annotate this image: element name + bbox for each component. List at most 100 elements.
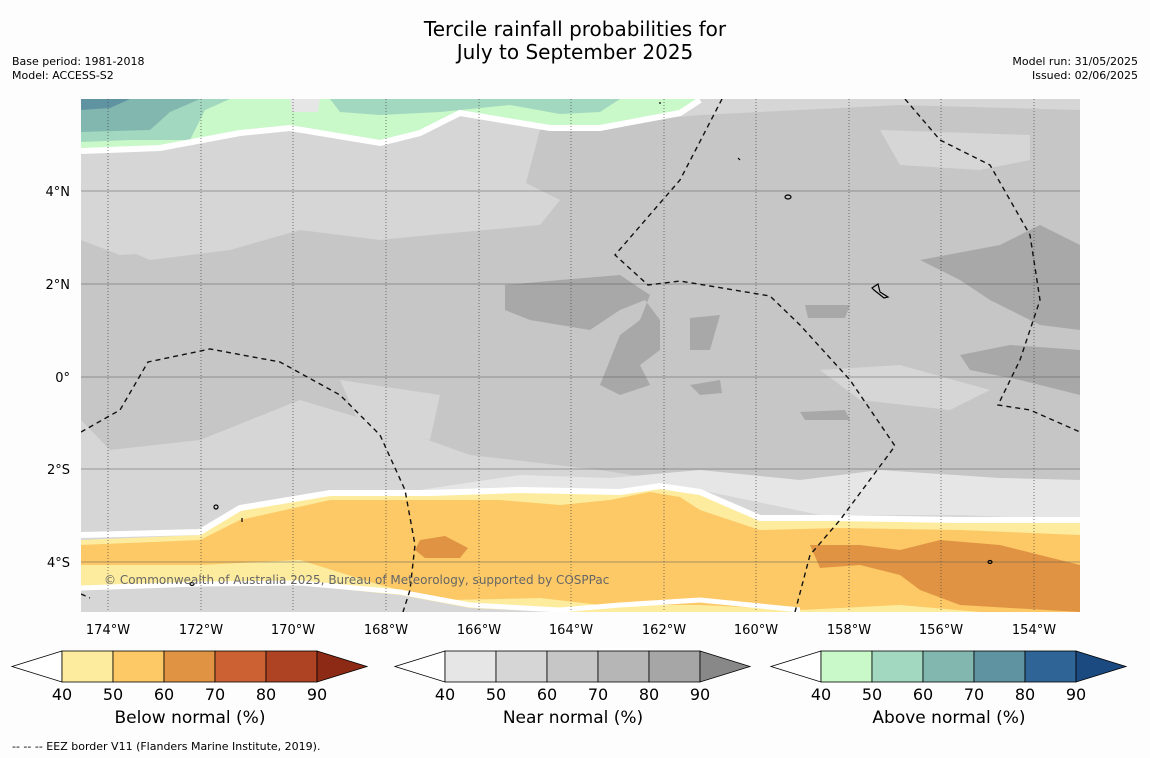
below-normal-50-60-area <box>81 492 1080 612</box>
meta-left: Base period: 1981-2018 Model: ACCESS-S2 <box>12 55 144 83</box>
colorbar-swatch <box>648 650 701 683</box>
colorbar-tick-label: 90 <box>307 685 327 704</box>
latitude-label: 4°N <box>46 185 71 200</box>
colorbar-swatch <box>1024 650 1077 683</box>
latitude-labels: 4°N 2°N 0° 2°S 4°S <box>46 185 71 571</box>
latitude-label: 4°S <box>47 556 70 571</box>
below-normal-60-70-patch-2 <box>810 540 1080 612</box>
below-normal-60-70-patch-1 <box>415 536 468 558</box>
colorbar-swatch <box>214 650 267 683</box>
model-name: Model: ACCESS-S2 <box>12 69 114 82</box>
colorbar-tick-label: 70 <box>588 685 608 704</box>
colorbar-swatch <box>597 650 650 683</box>
near-normal-70-80-patch-1 <box>505 275 660 395</box>
longitude-label: 154°W <box>1012 623 1056 638</box>
near-normal-70-80-patch-3 <box>805 305 850 318</box>
lower-white-boundary <box>81 580 801 612</box>
near-normal-70-80-patch-4 <box>920 225 1080 330</box>
colorbar-tick-label: 40 <box>811 685 831 704</box>
latitude-label: 2°S <box>47 463 70 478</box>
near-normal-light-patch-2 <box>880 130 1030 170</box>
colorbar-tick-label: 80 <box>256 685 276 704</box>
island-2 <box>871 283 890 299</box>
near-normal-70-80-patch-2 <box>690 315 720 350</box>
longitude-label: 164°W <box>549 623 593 638</box>
latitude-label: 2°N <box>46 278 71 293</box>
footer-note: -- -- -- EEZ border V11 (Flanders Marine… <box>12 740 321 753</box>
legend-title-above: Above normal (%) <box>872 708 1026 728</box>
below-normal-boundary <box>81 482 1080 538</box>
above-normal-boundary <box>81 99 702 154</box>
colorbar-low-extend <box>769 650 822 683</box>
longitude-label: 168°W <box>364 623 408 638</box>
near-normal-70-80-patch-7 <box>800 410 850 420</box>
above-normal-50-60-area-2 <box>330 99 620 115</box>
island-6 <box>189 581 195 587</box>
legends: 40 50 60 70 80 90 40 50 60 70 80 90 40 50 60 70 80 90 <box>10 650 1128 704</box>
colorbar-swatch <box>112 650 165 683</box>
colorbar-tick-label: 90 <box>1066 685 1086 704</box>
longitude-label: 170°W <box>271 623 315 638</box>
colorbar-swatch <box>265 650 318 683</box>
colorbar-swatch <box>546 650 599 683</box>
above-normal-70-80-area <box>81 99 130 110</box>
colorbar-tick-label: 40 <box>52 685 72 704</box>
island-8 <box>737 157 741 161</box>
colorbar-high-extend <box>1075 650 1128 683</box>
island-3 <box>213 504 219 510</box>
above-normal-light-patch <box>290 99 320 112</box>
colorbar-swatch <box>973 650 1026 683</box>
colorbar-high-extend <box>699 650 752 683</box>
colorbar-tick-label: 50 <box>486 685 506 704</box>
map-panel: © Commonwealth of Australia 2025, Bureau… <box>81 99 1080 612</box>
near-normal-70-80-patch-5 <box>960 345 1080 395</box>
issued-date: Issued: 02/06/2025 <box>1031 69 1138 82</box>
colorbar-tick-label: 70 <box>964 685 984 704</box>
colorbar: 40 50 60 70 80 90 <box>10 650 369 704</box>
legend-title-near: Near normal (%) <box>502 708 644 728</box>
colorbar-swatch <box>61 650 114 683</box>
colorbar-low-extend <box>10 650 63 683</box>
colorbar: 40 50 60 70 80 90 <box>393 650 752 704</box>
colorbar-low-extend <box>393 650 446 683</box>
colorbar-tick-label: 60 <box>913 685 933 704</box>
near-normal-light-patch-4 <box>340 380 440 440</box>
colorbar-tick-label: 60 <box>537 685 557 704</box>
near-normal-40-50-band <box>420 470 1080 520</box>
base-period: Base period: 1981-2018 <box>12 55 145 68</box>
colorbar-swatch <box>163 650 216 683</box>
colorbar-tick-label: 40 <box>435 685 455 704</box>
colorbar-swatch <box>444 650 497 683</box>
title-line-1: Tercile rainfall probabilities for <box>423 17 727 41</box>
colorbar-high-extend <box>316 650 369 683</box>
colorbar-tick-label: 50 <box>103 685 123 704</box>
island-5 <box>987 559 993 565</box>
meta-right: Model run: 31/05/2025 Issued: 02/06/2025 <box>1012 55 1138 83</box>
colorbar-tick-label: 60 <box>154 685 174 704</box>
latitude-label: 0° <box>55 371 70 386</box>
colorbar-tick-label: 80 <box>639 685 659 704</box>
island-1 <box>784 194 792 200</box>
longitude-label: 172°W <box>179 623 223 638</box>
eez-borders <box>81 99 1080 612</box>
title-line-2: July to September 2025 <box>456 40 694 64</box>
grid-lines <box>81 190 1080 563</box>
longitude-label: 160°W <box>734 623 778 638</box>
colorbar-tick-label: 80 <box>1015 685 1035 704</box>
near-normal-70-80-patch-6 <box>690 380 722 395</box>
longitude-label: 166°W <box>457 623 501 638</box>
islands <box>189 102 993 587</box>
colorbar-tick-label: 50 <box>862 685 882 704</box>
map-title: Tercile rainfall probabilities for July … <box>0 18 1150 64</box>
colorbar: 40 50 60 70 80 90 <box>769 650 1128 704</box>
model-run: Model run: 31/05/2025 <box>1012 55 1138 68</box>
colorbar-swatch <box>820 650 873 683</box>
colorbar-tick-label: 90 <box>690 685 710 704</box>
longitude-label: 174°W <box>86 623 130 638</box>
longitude-labels: 174°W 172°W 170°W 168°W 166°W 164°W 162°W 160°W… <box>86 623 1056 638</box>
colorbar-swatch <box>871 650 924 683</box>
longitude-label: 158°W <box>827 623 871 638</box>
longitude-label: 156°W <box>919 623 963 638</box>
colorbar-swatch <box>495 650 548 683</box>
copyright-note: © Commonwealth of Australia 2025, Bureau… <box>104 573 609 587</box>
